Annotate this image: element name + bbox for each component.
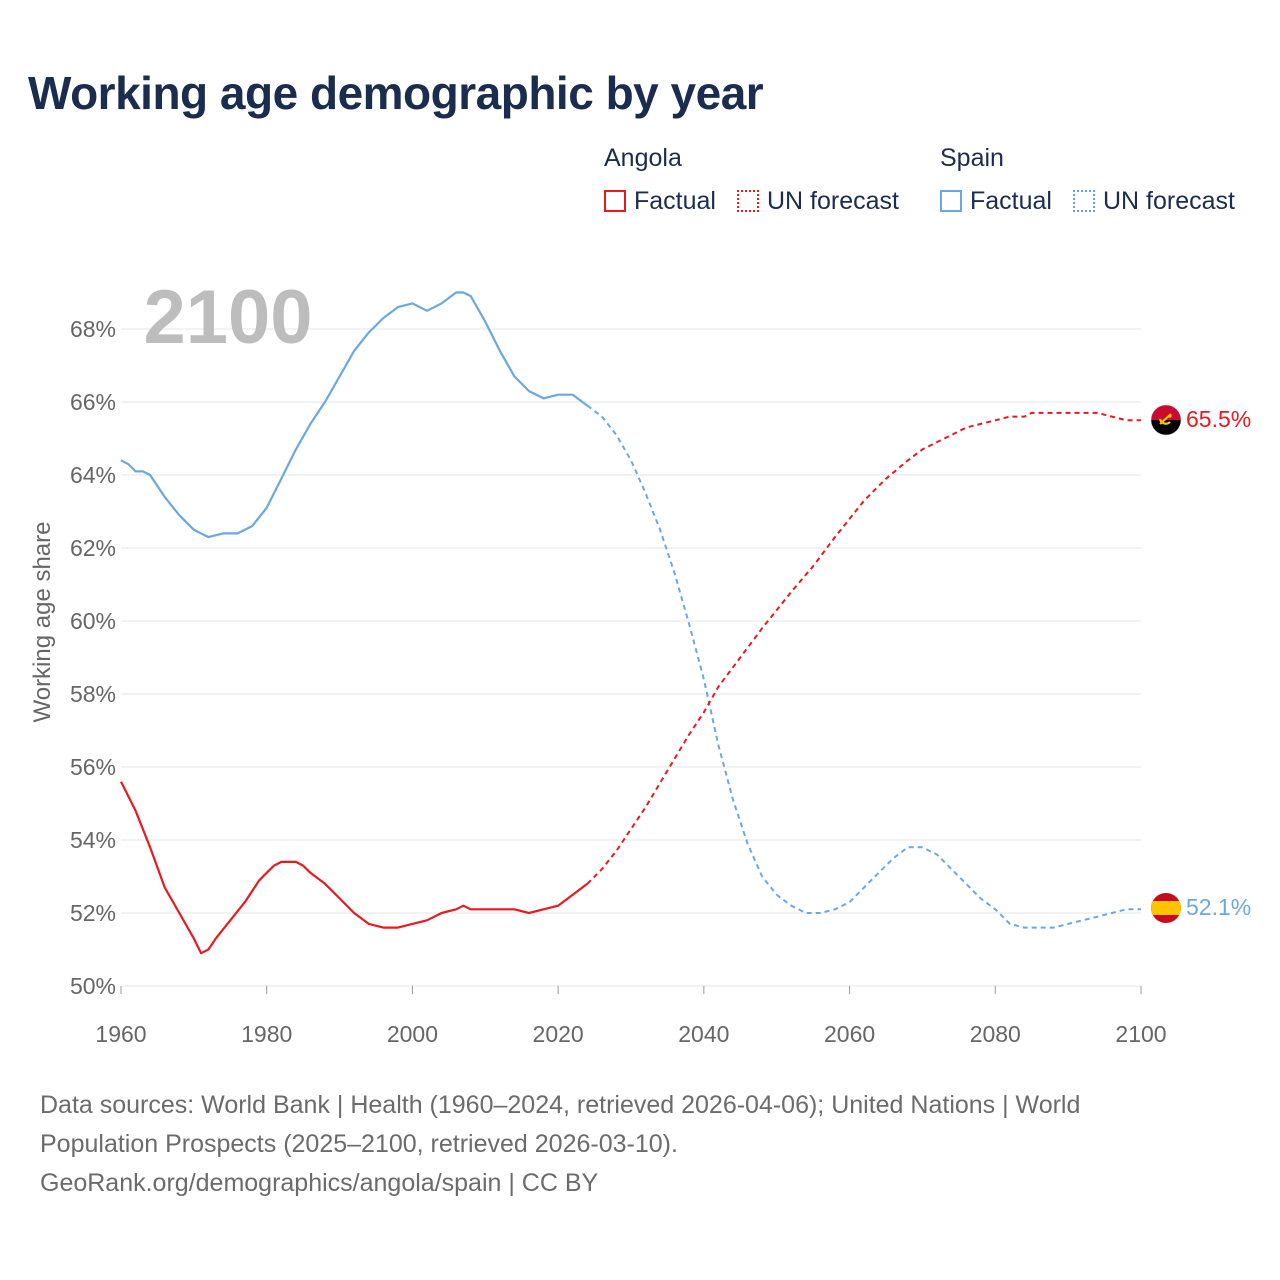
series-layer <box>120 291 1141 955</box>
angola-forecast-line[interactable] <box>586 411 1141 885</box>
sources-line-2: Population Prospects (2025–2100, retriev… <box>40 1130 678 1158</box>
x-tick-label: 1980 <box>241 1021 292 1047</box>
legend-angola-forecast[interactable]: UN forecast <box>737 186 899 216</box>
sources-line-1: Data sources: World Bank | Health (1960–… <box>40 1091 1081 1119</box>
angola-flag-icon <box>1150 404 1182 436</box>
legend-spain-forecast[interactable]: UN forecast <box>1073 186 1235 216</box>
legend-spain-factual[interactable]: Factual <box>940 186 1052 216</box>
y-tick-label: 54% <box>70 827 116 853</box>
y-tick-label: 52% <box>70 900 116 926</box>
legend-group-angola: Angola <box>604 144 682 172</box>
x-tick-label: 2020 <box>533 1021 584 1047</box>
y-tick-label: 50% <box>70 973 116 999</box>
legend-label-spain-forecast: UN forecast <box>1103 186 1235 215</box>
spain-end-value-label: 52.1% <box>1186 894 1251 920</box>
current-year-watermark: 2100 <box>143 275 312 360</box>
spain-factual-line[interactable] <box>120 291 588 539</box>
spain-flag-icon <box>1151 893 1181 923</box>
legend-label-angola-forecast: UN forecast <box>767 186 899 215</box>
legend-angola-factual[interactable]: Factual <box>604 186 716 216</box>
y-tick-label: 64% <box>70 462 116 488</box>
x-tick-label: 2000 <box>387 1021 438 1047</box>
x-tick-label: 1960 <box>95 1021 146 1047</box>
legend-label-angola-factual: Factual <box>634 186 716 215</box>
y-tick-label: 60% <box>70 608 116 634</box>
x-tick-label: 2040 <box>678 1021 729 1047</box>
grid-lines <box>121 328 1141 987</box>
legend-swatch-angola-factual <box>604 190 626 212</box>
legend-swatch-angola-forecast <box>737 190 759 212</box>
y-tick-label: 68% <box>70 316 116 342</box>
legend-swatch-spain-forecast <box>1073 190 1095 212</box>
spain-forecast-line[interactable] <box>586 404 1141 929</box>
y-tick-label: 62% <box>70 535 116 561</box>
y-axis-ticks: 50% 52% 54% 56% 58% 60% 62% 64% 66% 68% <box>70 316 116 999</box>
y-tick-label: 56% <box>70 754 116 780</box>
legend-swatch-spain-factual <box>940 190 962 212</box>
data-sources-footer: Data sources: World Bank | Health (1960–… <box>40 1086 1240 1203</box>
x-tick-label: 2100 <box>1115 1021 1166 1047</box>
legend-group-spain: Spain <box>940 144 1004 172</box>
y-axis-label: Working age share <box>29 522 56 723</box>
x-tick-label: 2080 <box>970 1021 1021 1047</box>
x-axis-ticks: 1960 1980 2000 2020 2040 2060 2080 2100 <box>95 986 1167 1047</box>
angola-end-value-label: 65.5% <box>1186 406 1251 432</box>
chart-title: Working age demographic by year <box>28 67 764 119</box>
angola-factual-line[interactable] <box>120 781 588 955</box>
y-tick-label: 66% <box>70 389 116 415</box>
y-tick-label: 58% <box>70 681 116 707</box>
line-chart: 2100 50% 52% 54% 56% 58% 60% 62% 64% 66% 68% 1960… <box>29 275 1251 1047</box>
x-tick-label: 2060 <box>824 1021 875 1047</box>
sources-link-line[interactable]: GeoRank.org/demographics/angola/spain | … <box>40 1169 599 1197</box>
legend-label-spain-factual: Factual <box>970 186 1052 215</box>
